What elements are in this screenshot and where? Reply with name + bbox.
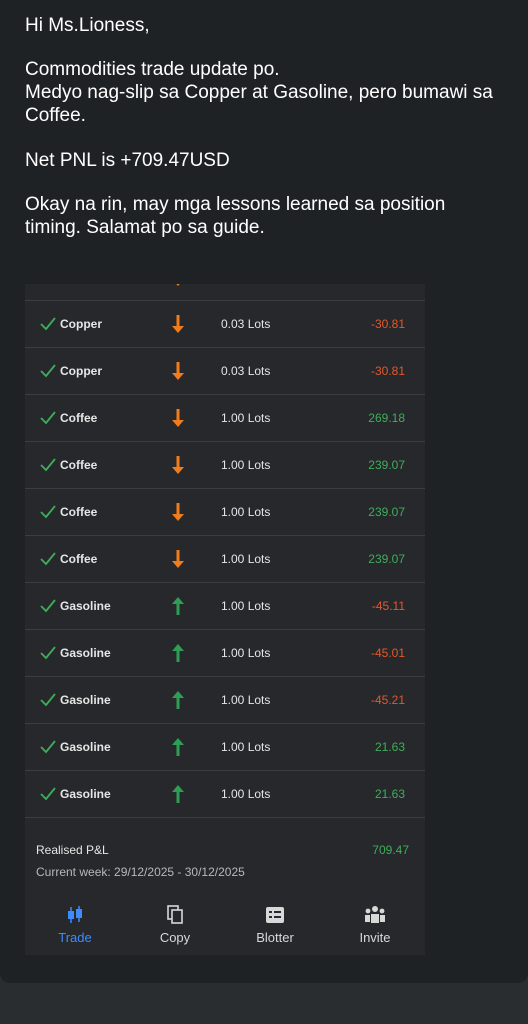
bottom-tab-bar: Trade Copy Blotter bbox=[25, 897, 425, 955]
trade-row[interactable]: Coffee 1.00 Lots 269.18 bbox=[25, 395, 425, 442]
trade-symbol: Gasoline bbox=[60, 646, 111, 660]
trade-lots: 1.00 Lots bbox=[221, 646, 271, 660]
trade-row[interactable]: Gasoline 1.00 Lots -45.11 bbox=[25, 583, 425, 630]
message-text: Hi Ms.Lioness, Commodities trade update … bbox=[25, 14, 525, 261]
message-line: Commodities trade update po. bbox=[25, 59, 280, 80]
checkmark-icon bbox=[40, 646, 56, 660]
arrow-down-icon bbox=[172, 409, 184, 427]
checkmark-icon bbox=[40, 317, 56, 331]
trade-symbol: Gasoline bbox=[60, 787, 111, 801]
tab-invite[interactable]: Invite bbox=[325, 897, 425, 955]
trade-screenshot-image[interactable]: Copper 0.03 Lots -30.81 Copper 0.03 Lots -30.… bbox=[25, 284, 425, 955]
trade-pnl: -45.11 bbox=[371, 599, 405, 613]
group-icon bbox=[365, 906, 385, 923]
tab-label: Trade bbox=[58, 930, 92, 945]
checkmark-icon bbox=[40, 411, 56, 425]
arrow-up-icon bbox=[172, 597, 184, 615]
trade-lots: 1.00 Lots bbox=[221, 740, 271, 754]
checkmark-icon bbox=[40, 787, 56, 801]
trade-row[interactable]: Copper 0.03 Lots -30.81 bbox=[25, 348, 425, 395]
arrow-down-icon bbox=[172, 550, 184, 568]
tab-copy[interactable]: Copy bbox=[125, 897, 225, 955]
trade-row[interactable]: Coffee 1.00 Lots 239.07 bbox=[25, 489, 425, 536]
realised-pnl-summary: Realised P&L 709.47 Current week: 29/12/… bbox=[25, 835, 425, 885]
message-line: timing. Salamat po sa guide. bbox=[25, 217, 265, 238]
trade-pnl: -45.21 bbox=[370, 693, 405, 707]
arrow-down-icon bbox=[172, 456, 184, 474]
trade-symbol: Gasoline bbox=[60, 599, 111, 613]
trade-row[interactable]: Gasoline 1.00 Lots 21.63 bbox=[25, 771, 425, 818]
trade-pnl: -30.81 bbox=[370, 317, 405, 331]
trade-row[interactable]: Gasoline 1.00 Lots 21.63 bbox=[25, 724, 425, 771]
trade-pnl: 239.07 bbox=[368, 458, 405, 472]
trade-lots: 0.03 Lots bbox=[221, 317, 271, 331]
trade-symbol: Copper bbox=[60, 364, 102, 378]
trade-pnl: 21.63 bbox=[374, 740, 405, 754]
trade-row[interactable]: Coffee 1.00 Lots 239.07 bbox=[25, 442, 425, 489]
checkmark-icon bbox=[40, 693, 56, 707]
trade-symbol: Gasoline bbox=[60, 693, 111, 707]
current-week-text: Current week: 29/12/2025 - 30/12/2025 bbox=[36, 865, 245, 879]
arrow-down-icon bbox=[172, 315, 184, 333]
arrow-down-icon bbox=[176, 284, 180, 286]
trade-row[interactable]: Coffee 1.00 Lots 239.07 bbox=[25, 536, 425, 583]
trade-pnl: 21.63 bbox=[374, 787, 405, 801]
tab-label: Invite bbox=[359, 930, 391, 945]
trade-lots: 1.00 Lots bbox=[221, 787, 271, 801]
checkmark-icon bbox=[40, 364, 56, 378]
tab-label: Blotter bbox=[256, 930, 294, 945]
trade-lots: 1.00 Lots bbox=[221, 552, 271, 566]
message-line: Okay na rin, may mga lessons learned sa … bbox=[25, 194, 446, 215]
arrow-up-icon bbox=[172, 691, 184, 709]
trade-symbol: Gasoline bbox=[60, 740, 111, 754]
arrow-down-icon bbox=[172, 362, 184, 380]
checkmark-icon bbox=[40, 458, 56, 472]
message-line: Coffee. bbox=[25, 105, 86, 126]
trade-pnl: -45.01 bbox=[370, 646, 405, 660]
arrow-up-icon bbox=[172, 644, 184, 662]
trade-symbol: Coffee bbox=[60, 505, 98, 519]
checkmark-icon bbox=[40, 505, 56, 519]
net-pnl-text: Net PNL is +709.47USD bbox=[25, 150, 230, 171]
trade-row[interactable]: Copper 0.03 Lots -30.81 bbox=[25, 301, 425, 348]
tab-blotter[interactable]: Blotter bbox=[225, 897, 325, 955]
blotter-icon bbox=[266, 907, 284, 923]
arrow-up-icon bbox=[172, 738, 184, 756]
trade-pnl: 239.07 bbox=[368, 505, 405, 519]
copy-icon bbox=[167, 905, 183, 924]
trade-lots: 1.00 Lots bbox=[221, 505, 271, 519]
trade-lots: 1.00 Lots bbox=[221, 411, 271, 425]
trade-symbol: Copper bbox=[60, 317, 102, 331]
trade-lots: 1.00 Lots bbox=[221, 458, 271, 472]
trade-row[interactable]: Gasoline 1.00 Lots -45.01 bbox=[25, 630, 425, 677]
trade-row[interactable]: Gasoline 1.00 Lots -45.21 bbox=[25, 677, 425, 724]
trade-pnl: -30.81 bbox=[370, 364, 405, 378]
greeting-text: Hi Ms.Lioness, bbox=[25, 15, 150, 36]
tab-trade[interactable]: Trade bbox=[25, 897, 125, 955]
checkmark-icon bbox=[40, 599, 56, 613]
trade-lots: 1.00 Lots bbox=[221, 693, 271, 707]
chat-message-bubble: Hi Ms.Lioness, Commodities trade update … bbox=[0, 0, 528, 983]
trade-pnl: 239.07 bbox=[368, 552, 405, 566]
realised-pnl-label: Realised P&L bbox=[36, 843, 109, 857]
trade-list: Copper 0.03 Lots -30.81 Copper 0.03 Lots -30.… bbox=[25, 284, 425, 818]
trade-lots: 0.03 Lots bbox=[221, 364, 271, 378]
trade-symbol: Coffee bbox=[60, 552, 98, 566]
checkmark-icon bbox=[40, 740, 56, 754]
trade-pnl: 269.18 bbox=[368, 411, 405, 425]
arrow-up-icon bbox=[172, 785, 184, 803]
arrow-down-icon bbox=[172, 503, 184, 521]
realised-pnl-value: 709.47 bbox=[372, 843, 409, 857]
message-line: Medyo nag-slip sa Copper at Gasoline, pe… bbox=[25, 82, 493, 103]
checkmark-icon bbox=[40, 552, 56, 566]
candlestick-icon bbox=[68, 906, 82, 923]
trade-symbol: Coffee bbox=[60, 458, 98, 472]
trade-lots: 1.00 Lots bbox=[221, 599, 271, 613]
tab-label: Copy bbox=[159, 930, 191, 945]
trade-symbol: Coffee bbox=[60, 411, 98, 425]
